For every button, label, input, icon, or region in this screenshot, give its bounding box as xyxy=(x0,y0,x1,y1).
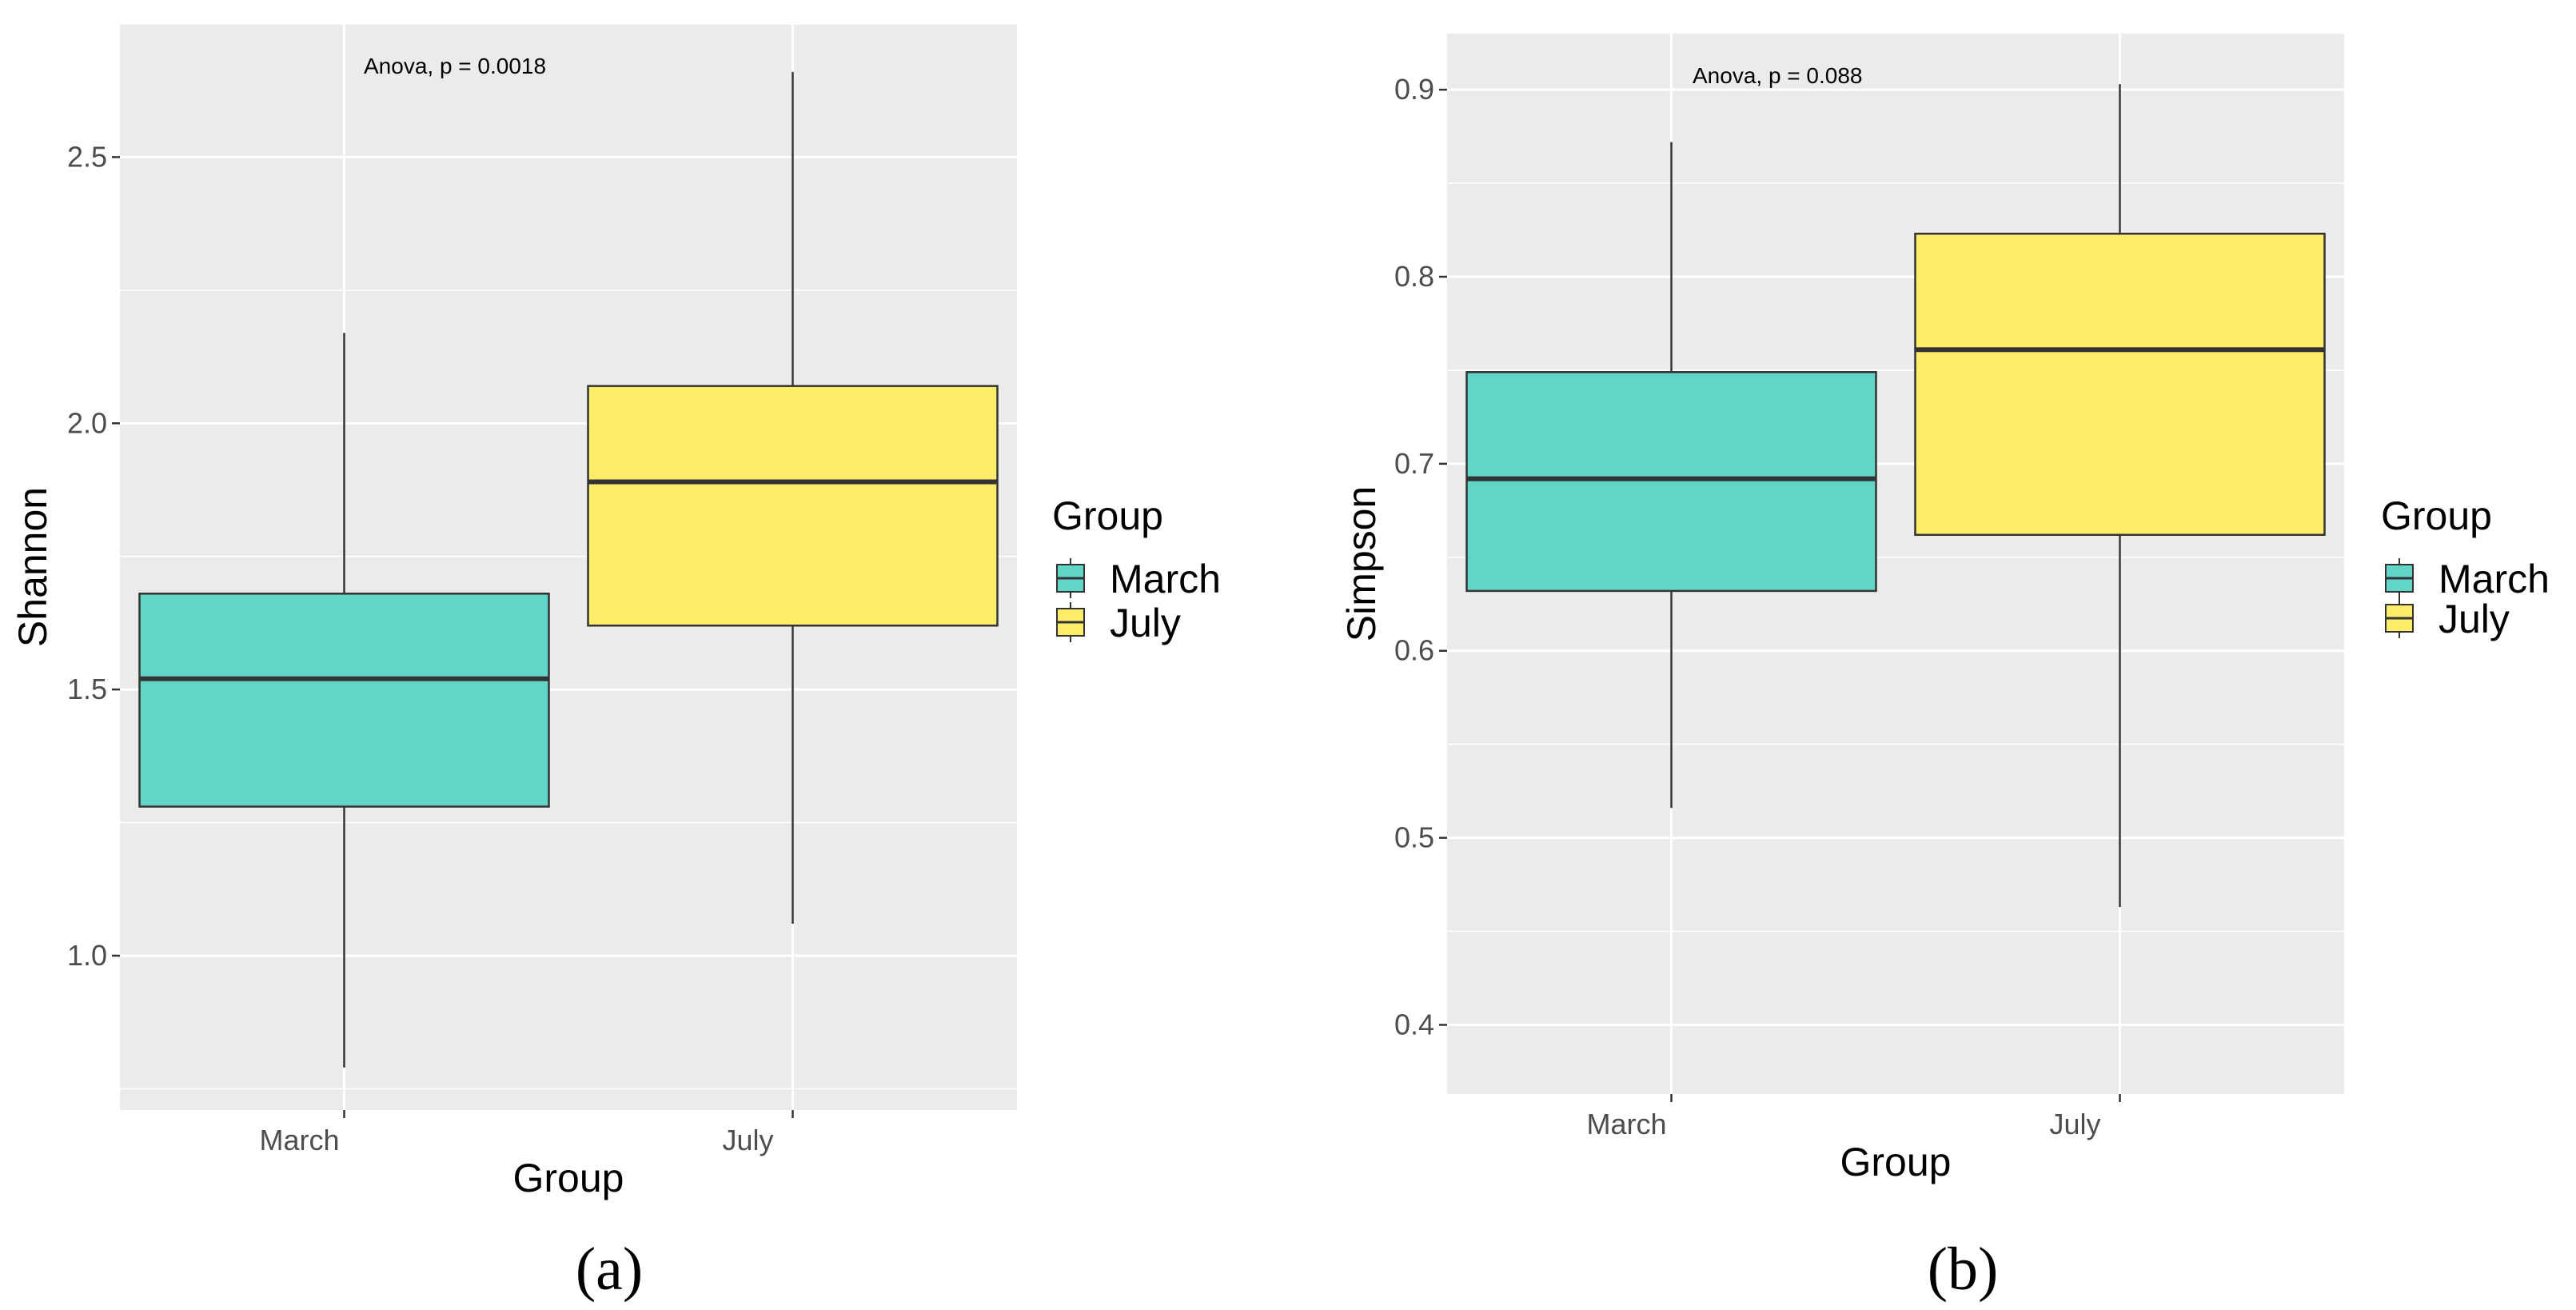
legend-label: March xyxy=(2438,557,2550,601)
chart-simpson: 0.40.50.60.70.80.9 March July Group Simps… xyxy=(1339,34,2550,1303)
legend-item-july: July xyxy=(1056,601,1181,645)
panel-label: (a) xyxy=(576,1236,643,1303)
legend-item-march: March xyxy=(1056,557,1221,601)
x-axis-title: Group xyxy=(513,1156,624,1200)
legend-title: Group xyxy=(2381,493,2492,538)
x-tick-label: March xyxy=(1586,1108,1666,1140)
iqr-box xyxy=(1465,371,1877,593)
anova-annotation: Anova, p = 0.0018 xyxy=(364,54,546,78)
y-tick-label: 0.8 xyxy=(1394,260,1434,293)
y-tick-label: 0.9 xyxy=(1394,73,1434,106)
legend-label: July xyxy=(2438,597,2510,641)
y-tick-label: 0.5 xyxy=(1394,821,1434,854)
box-march xyxy=(138,333,550,1068)
legend-item-march: March xyxy=(2385,557,2550,601)
y-tick-label: 0.6 xyxy=(1394,634,1434,667)
y-tick-label: 1.5 xyxy=(67,673,107,705)
x-tick-label: July xyxy=(722,1124,773,1156)
panel-label: (b) xyxy=(1928,1236,1999,1303)
x-tick-label: July xyxy=(2049,1108,2100,1140)
y-tick-label: 0.7 xyxy=(1394,447,1434,480)
box-march xyxy=(1465,142,1877,809)
y-tick-label: 2.0 xyxy=(67,406,107,439)
y-tick-label: 2.5 xyxy=(67,140,107,173)
legend-item-july: July xyxy=(2385,597,2510,641)
iqr-box xyxy=(587,385,999,627)
y-axis-title: Simpson xyxy=(1339,486,1384,642)
box-july xyxy=(587,71,999,925)
legend-label: March xyxy=(1110,557,1221,601)
iqr-box xyxy=(1914,232,2326,537)
x-tick-label: March xyxy=(259,1124,339,1156)
y-tick-label: 0.4 xyxy=(1394,1008,1434,1040)
legend-label: July xyxy=(1110,601,1181,645)
x-axis-title: Group xyxy=(1840,1140,1952,1184)
box-july xyxy=(1914,84,2326,908)
anova-annotation: Anova, p = 0.088 xyxy=(1693,63,1863,88)
iqr-box xyxy=(138,593,550,808)
chart-shannon: 1.01.52.02.5 March July Group Shannon Ano… xyxy=(10,23,1221,1303)
y-axis-title: Shannon xyxy=(10,487,55,647)
legend-title: Group xyxy=(1052,493,1163,538)
y-tick-label: 1.0 xyxy=(67,939,107,972)
